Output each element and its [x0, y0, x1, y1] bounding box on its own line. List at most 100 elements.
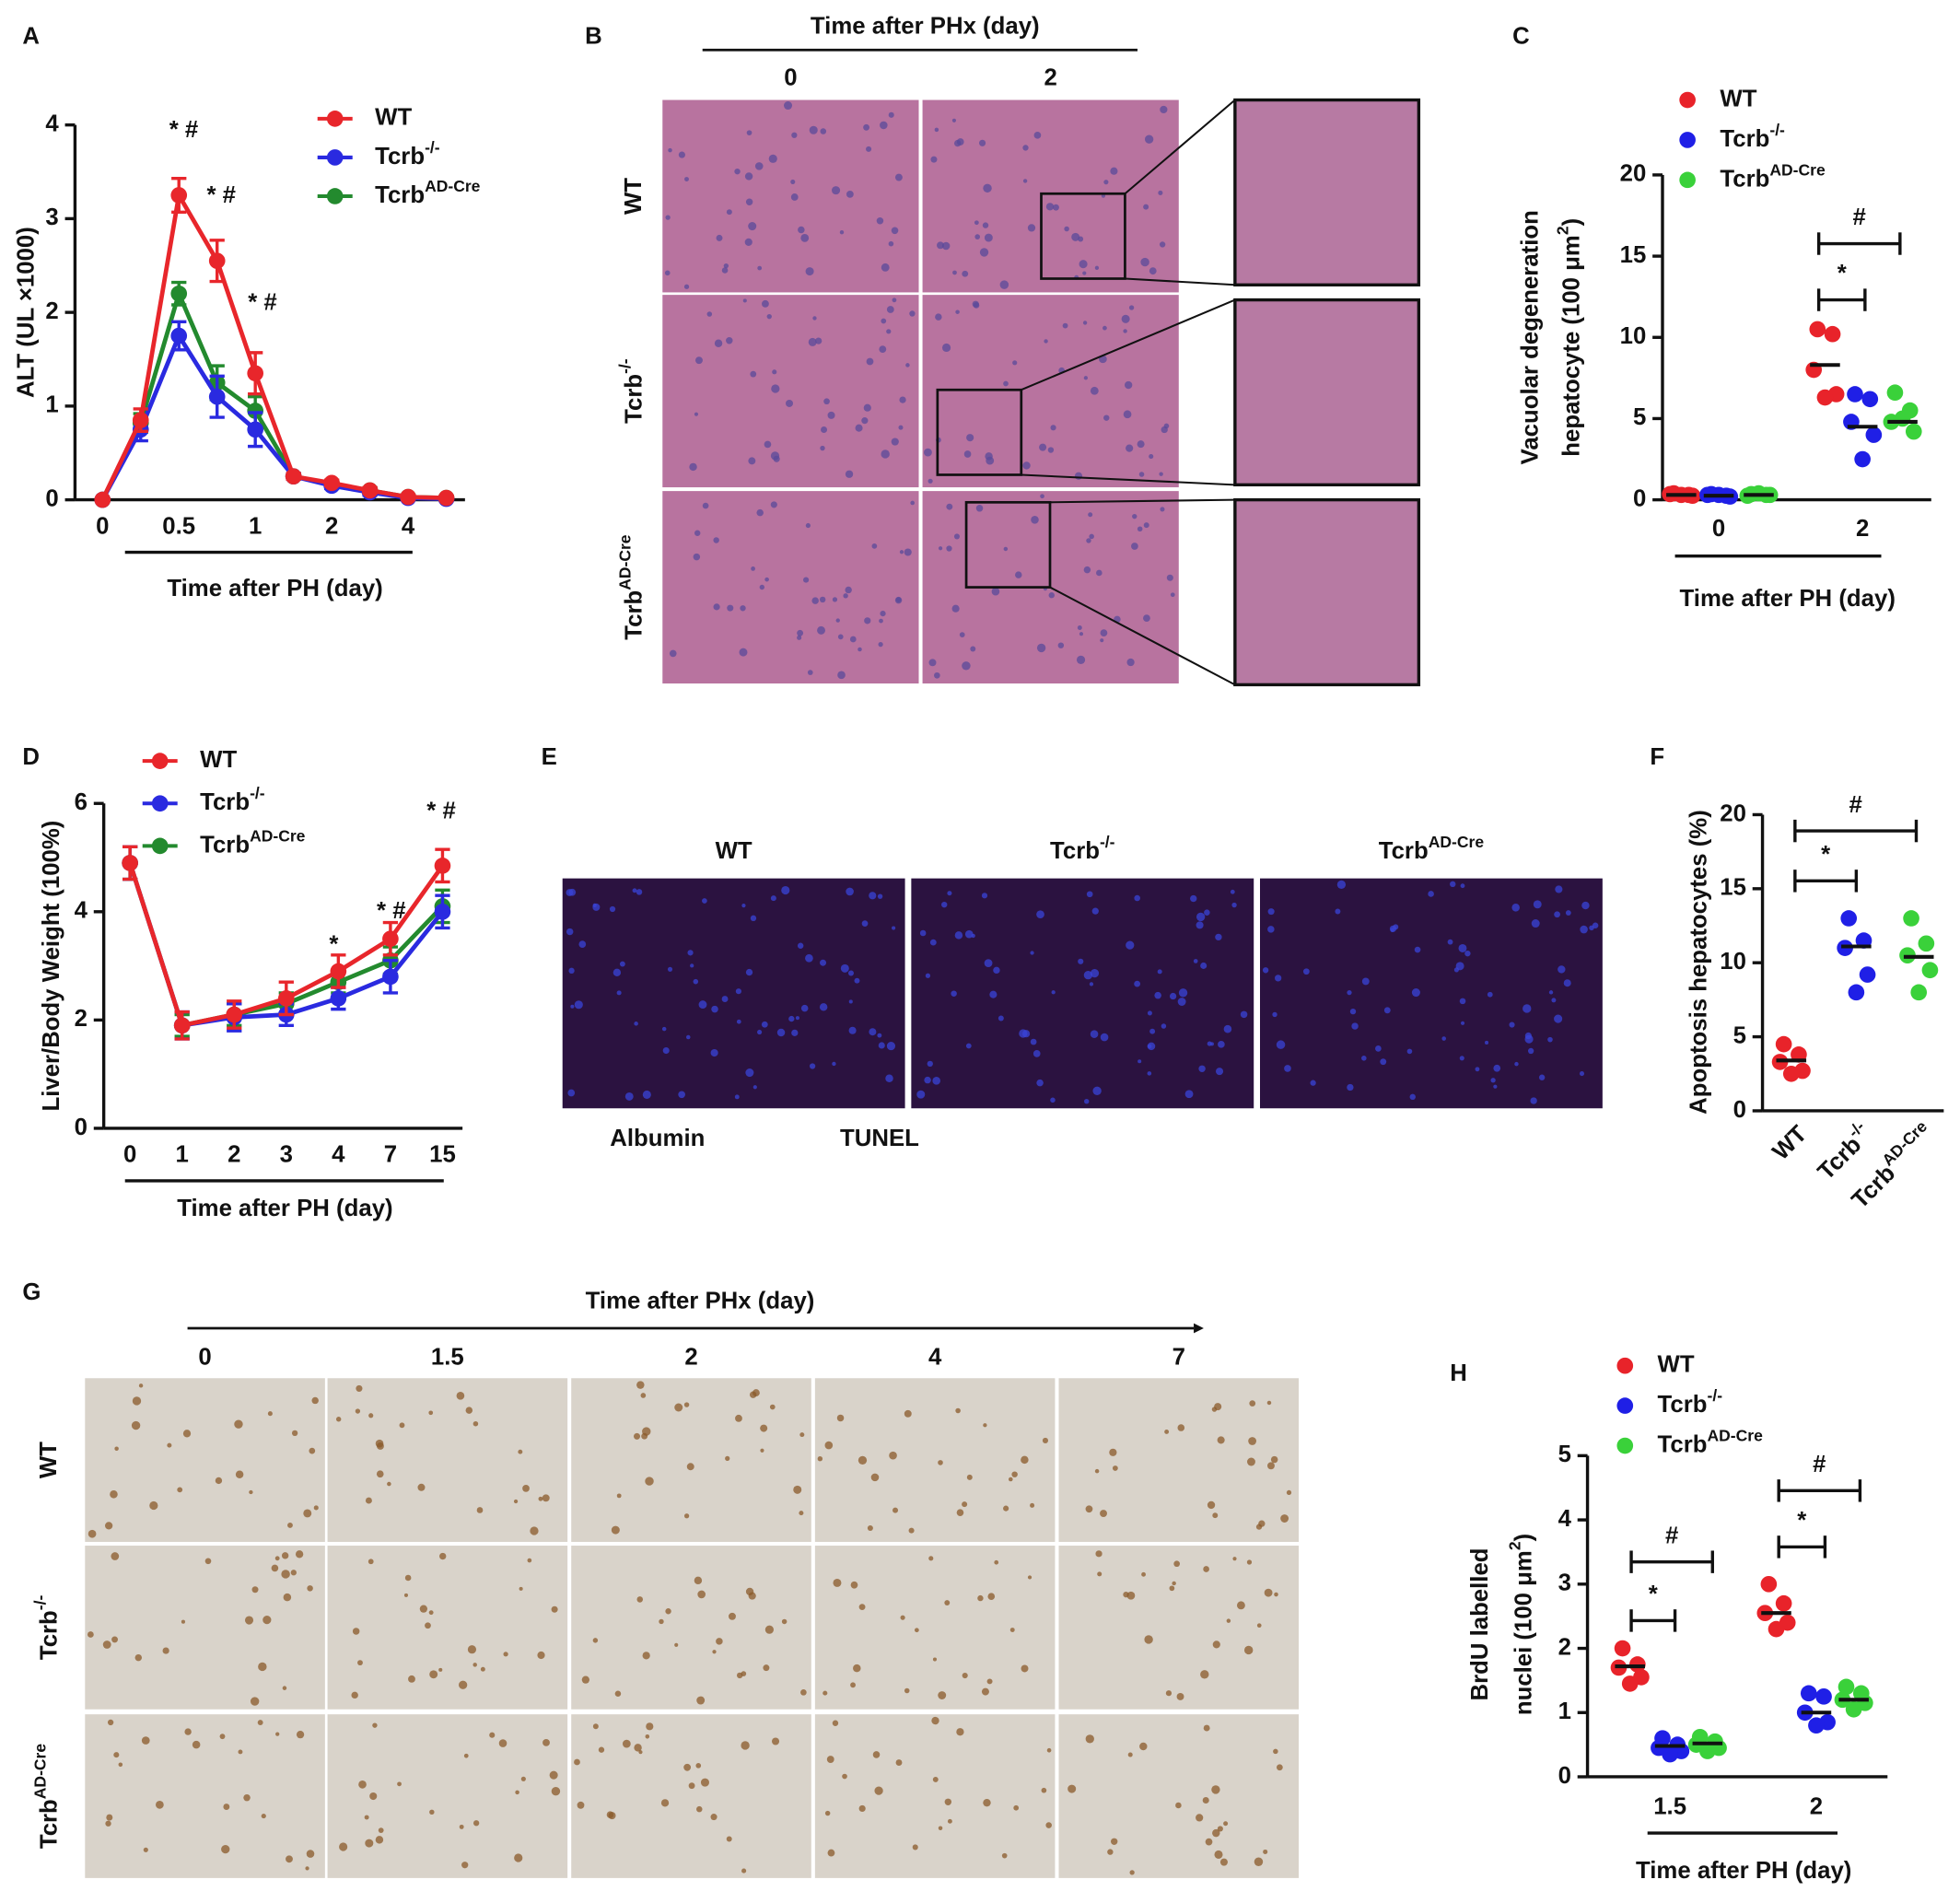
texture-dot [1030, 1502, 1035, 1508]
legend-label-part: Tcrb [375, 182, 425, 208]
texture-dot [503, 1652, 508, 1657]
texture-dot [930, 156, 938, 163]
texture-dot [754, 162, 764, 170]
texture-dot [645, 1734, 650, 1739]
texture-dot [751, 566, 755, 571]
texture-dot [686, 1463, 694, 1471]
texture-dot [1090, 1030, 1099, 1038]
texture-dot [684, 177, 689, 181]
column-label: 0 [784, 64, 797, 90]
texture-dot [515, 1790, 519, 1795]
texture-dot [271, 1564, 279, 1572]
texture-dot [1107, 1849, 1114, 1855]
texture-dot [472, 1820, 480, 1827]
texture-dot [1100, 1033, 1109, 1042]
texture-dot [667, 966, 673, 972]
texture-dot [781, 1618, 788, 1625]
texture-dot [1064, 226, 1069, 232]
texture-dot [243, 1793, 251, 1802]
texture-dot [885, 1074, 893, 1082]
texture-dot [574, 1758, 580, 1766]
texture-dot [820, 128, 827, 134]
texture-dot [748, 221, 757, 231]
data-point [1840, 910, 1858, 927]
data-point [1815, 1688, 1832, 1705]
texture-dot [1554, 1014, 1563, 1023]
column-label: 2 [684, 1344, 697, 1370]
texture-dot [616, 990, 622, 996]
texture-dot [1264, 1588, 1273, 1597]
texture-dot [891, 227, 899, 235]
zoom-line [1049, 498, 1235, 504]
texture-dot [88, 1631, 94, 1638]
texture-dot [1149, 1028, 1156, 1034]
texture-dot [880, 121, 888, 130]
texture-dot [221, 1844, 230, 1854]
texture-dot [1050, 425, 1056, 431]
texture-dot [1270, 1455, 1278, 1464]
texture-dot [752, 1389, 760, 1397]
legend-marker [1679, 171, 1696, 189]
texture-dot [983, 183, 992, 193]
texture-dot [428, 1610, 434, 1616]
x-tick-label: 2 [1856, 516, 1869, 542]
row-label-part: AD-Cre [615, 534, 634, 590]
texture-dot [886, 1042, 896, 1051]
texture-dot [568, 967, 575, 975]
texture-dot [846, 190, 854, 198]
texture-dot [999, 280, 1009, 289]
legend-marker [1679, 132, 1696, 148]
texture-dot [880, 611, 886, 617]
texture-dot [764, 1625, 774, 1634]
column-label: WT [716, 838, 752, 864]
texture-dot [1248, 1437, 1257, 1445]
texture-dot [935, 313, 942, 321]
texture-dot [833, 1578, 842, 1587]
texture-dot [1286, 1489, 1292, 1496]
texture-dot [683, 1513, 690, 1519]
texture-dot [827, 411, 835, 419]
data-point [434, 903, 451, 920]
texture-dot [966, 434, 974, 442]
column-label: 4 [928, 1344, 942, 1370]
texture-dot [520, 1776, 526, 1781]
texture-dot [1302, 968, 1310, 975]
texture-dot [947, 891, 952, 896]
y-tick-label: 2 [45, 298, 58, 324]
texture-dot [1132, 513, 1138, 520]
texture-dot [850, 1581, 858, 1589]
texture-dot [1109, 1448, 1117, 1456]
texture-dot [365, 1839, 374, 1848]
texture-dot [964, 929, 974, 939]
column-label: 2 [1044, 64, 1057, 90]
texture-dot [1458, 943, 1467, 952]
texture-dot [970, 646, 976, 652]
micrograph [1058, 1714, 1300, 1878]
data-point [1699, 1743, 1716, 1759]
annotation: # [1813, 1452, 1826, 1477]
texture-dot [1487, 991, 1493, 998]
texture-dot [1267, 1462, 1275, 1470]
texture-dot [928, 478, 933, 484]
texture-dot [636, 1596, 644, 1603]
data-point [247, 403, 264, 419]
texture-dot [1178, 988, 1188, 998]
texture-dot [735, 988, 741, 995]
texture-dot [476, 1507, 484, 1513]
texture-dot [1262, 967, 1269, 974]
texture-dot [981, 893, 988, 899]
image-title: Time after PHx (day) [811, 14, 1040, 40]
y-axis-label-part: ) [1511, 1534, 1537, 1542]
micrograph [85, 1546, 325, 1710]
texture-dot [805, 267, 814, 276]
texture-dot [946, 503, 953, 510]
texture-dot [646, 1722, 654, 1731]
texture-dot [791, 1029, 799, 1036]
zoom-line [1124, 99, 1236, 195]
texture-dot [309, 1447, 316, 1454]
texture-dot [1068, 1784, 1077, 1793]
texture-dot [797, 635, 802, 640]
texture-dot [352, 1628, 360, 1635]
legend-marker [151, 753, 169, 769]
texture-dot [1083, 376, 1088, 380]
